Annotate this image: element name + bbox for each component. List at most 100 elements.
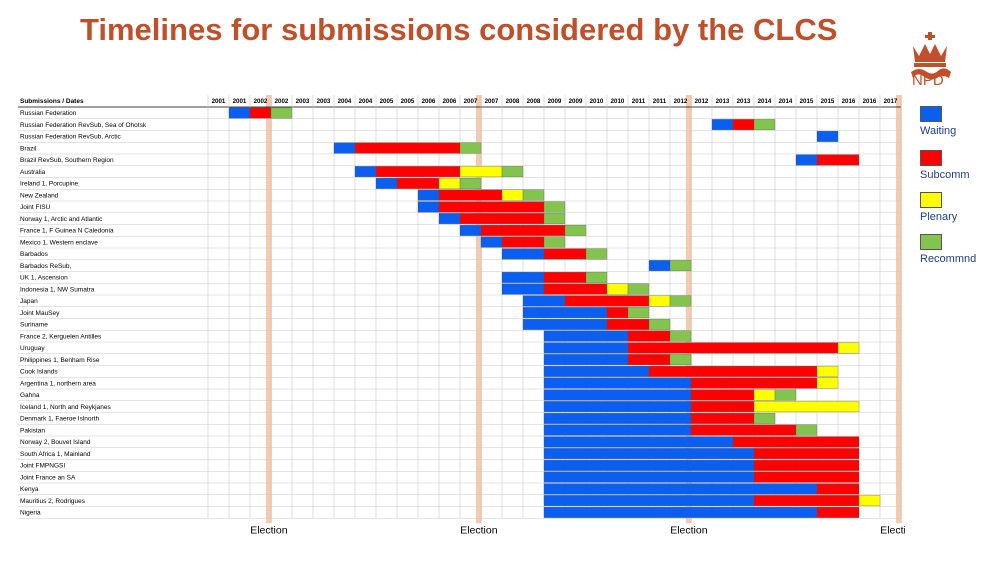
bar-recommnd bbox=[585, 248, 608, 260]
bar-subcomm bbox=[543, 271, 587, 283]
legend-swatch bbox=[920, 192, 942, 208]
bar-subcomm bbox=[459, 213, 545, 225]
bar-waiting bbox=[648, 260, 671, 272]
column-header: 2005 bbox=[401, 98, 415, 105]
bar-recommnd bbox=[669, 260, 692, 272]
column-header: 2012 bbox=[695, 98, 709, 105]
column-header: 2012 bbox=[674, 98, 688, 105]
row-label: Joint FMPNGSI bbox=[20, 463, 65, 470]
row-label: Gahna bbox=[20, 392, 40, 399]
bar-waiting bbox=[543, 365, 650, 377]
column-header: 2017 bbox=[884, 98, 898, 105]
row-label: Iceland 1, North and Reykjanes bbox=[20, 404, 111, 411]
page-title: Timelines for submissions considered by … bbox=[80, 12, 838, 47]
election-band bbox=[685, 95, 692, 524]
row-label: UK 1, Ascension bbox=[20, 275, 68, 282]
legend-label: Subcomm bbox=[920, 169, 970, 181]
bar-recommnd bbox=[270, 107, 293, 119]
bar-recommnd bbox=[669, 295, 692, 307]
legend-swatch bbox=[920, 150, 942, 166]
election-band bbox=[895, 95, 902, 524]
bar-subcomm bbox=[690, 389, 755, 401]
bar-waiting bbox=[417, 201, 440, 213]
bar-plenary bbox=[459, 166, 503, 178]
bar-waiting bbox=[501, 283, 545, 295]
bar-plenary bbox=[606, 283, 629, 295]
column-header: 2002 bbox=[275, 98, 289, 105]
election-band bbox=[265, 95, 272, 524]
column-header: 2010 bbox=[611, 98, 625, 105]
row-label: Russian Federation RevSub, Sea of Ohotsk bbox=[20, 122, 147, 129]
bar-subcomm bbox=[606, 318, 650, 330]
column-header: 2005 bbox=[380, 98, 394, 105]
row-label: Barbados bbox=[20, 251, 49, 258]
bar-recommnd bbox=[774, 389, 797, 401]
row-label: Norway 2, Bouvet Island bbox=[20, 439, 91, 446]
bar-recommnd bbox=[795, 424, 818, 436]
election-label: Election bbox=[250, 524, 288, 536]
row-label: Nigeria bbox=[20, 510, 41, 517]
bar-recommnd bbox=[627, 283, 650, 295]
bar-subcomm bbox=[690, 424, 797, 436]
bar-recommnd bbox=[543, 213, 566, 225]
bar-waiting bbox=[543, 436, 734, 448]
bar-subcomm bbox=[627, 354, 671, 366]
bar-waiting bbox=[543, 354, 629, 366]
row-label: Ireland 1, Porcupine bbox=[20, 181, 79, 188]
bar-waiting bbox=[501, 248, 545, 260]
row-label: Philippines 1, Benham Rise bbox=[20, 357, 100, 364]
bar-recommnd bbox=[753, 412, 776, 424]
bar-waiting bbox=[480, 236, 503, 248]
column-header: 2013 bbox=[716, 98, 730, 105]
bar-waiting bbox=[354, 166, 377, 178]
bar-recommnd bbox=[459, 142, 482, 154]
bar-subcomm bbox=[753, 448, 860, 460]
bar-waiting bbox=[543, 459, 755, 471]
row-label: France 2, Kerguelen Antilles bbox=[20, 333, 102, 340]
bar-recommnd bbox=[543, 236, 566, 248]
bar-waiting bbox=[711, 119, 734, 131]
column-header: 2015 bbox=[821, 98, 835, 105]
bar-recommnd bbox=[522, 189, 545, 201]
bar-recommnd bbox=[669, 330, 692, 342]
bar-subcomm bbox=[543, 283, 608, 295]
bar-subcomm bbox=[690, 412, 755, 424]
bar-waiting bbox=[333, 142, 356, 154]
bar-recommnd bbox=[669, 354, 692, 366]
bar-waiting bbox=[795, 154, 818, 166]
bar-recommnd bbox=[543, 201, 566, 213]
bar-waiting bbox=[501, 271, 545, 283]
bar-waiting bbox=[543, 401, 692, 413]
bar-waiting bbox=[228, 107, 251, 119]
bar-subcomm bbox=[606, 307, 629, 319]
column-header: 2004 bbox=[359, 98, 373, 105]
column-header: 2013 bbox=[737, 98, 751, 105]
bar-plenary bbox=[648, 295, 671, 307]
bar-subcomm bbox=[753, 495, 860, 507]
bar-plenary bbox=[753, 401, 860, 413]
legend-label: Recommnd bbox=[920, 253, 977, 265]
column-header: 2010 bbox=[590, 98, 604, 105]
column-header: 2011 bbox=[632, 98, 646, 105]
bar-subcomm bbox=[543, 248, 587, 260]
row-label: Joint MauSey bbox=[20, 310, 60, 317]
bar-waiting bbox=[543, 389, 692, 401]
election-band bbox=[475, 95, 482, 524]
bar-waiting bbox=[522, 295, 566, 307]
bar-subcomm bbox=[438, 201, 545, 213]
election-label: Election bbox=[460, 524, 498, 536]
row-label: Joint FISU bbox=[20, 204, 51, 211]
bar-plenary bbox=[753, 389, 776, 401]
bar-waiting bbox=[543, 424, 692, 436]
column-header: 2003 bbox=[296, 98, 310, 105]
row-label: Joint France an SA bbox=[20, 474, 76, 481]
bar-subcomm bbox=[627, 330, 671, 342]
column-header: 2001 bbox=[233, 98, 247, 105]
election-label: Election bbox=[880, 524, 905, 536]
row-label: Japan bbox=[20, 298, 38, 305]
bar-subcomm bbox=[753, 471, 860, 483]
bar-waiting bbox=[543, 330, 629, 342]
row-label: New Zealand bbox=[20, 192, 59, 199]
bar-recommnd bbox=[585, 271, 608, 283]
column-header: 2003 bbox=[317, 98, 331, 105]
